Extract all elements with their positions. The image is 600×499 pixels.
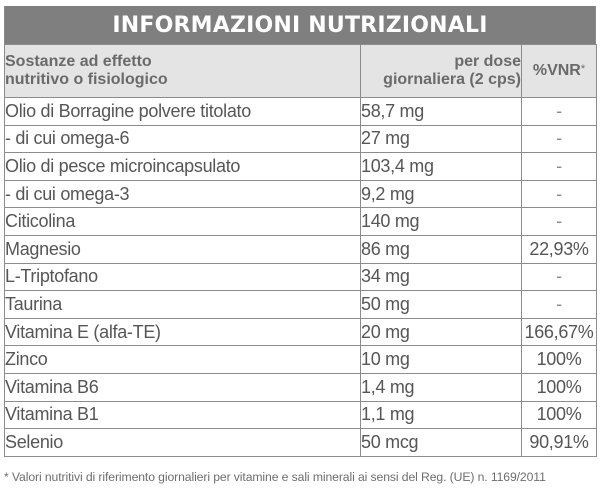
substance-name: - di cui omega-6: [4, 124, 361, 154]
table-row: Selenio 50 mcg 90,91%: [4, 428, 597, 457]
daily-dose: 34 mg: [360, 262, 522, 292]
vnr-percentage: -: [521, 262, 597, 292]
table-row: Olio di Borragine polvere titolato 58,7 m…: [4, 97, 597, 126]
table-row: Magnesio 86 mg 22,93%: [4, 234, 597, 264]
table-row: Vitamina B6 1,4 mg 100%: [4, 372, 597, 402]
column-header-dose-line1: per dose: [454, 53, 521, 70]
footnote: * Valori nutritivi di riferimento giorna…: [4, 470, 546, 484]
vnr-percentage: -: [521, 97, 597, 126]
daily-dose: 1,4 mg: [360, 372, 522, 402]
table-row: Vitamina B1 1,1 mg 100%: [4, 400, 597, 430]
daily-dose: 50 mcg: [360, 428, 522, 457]
column-header-vnr-mark: *: [580, 63, 586, 75]
column-header-substance-line2: nutritivo o fisiologico: [5, 71, 168, 88]
vnr-percentage: -: [521, 152, 597, 181]
daily-dose: 140 mg: [360, 207, 522, 236]
table-title: INFORMAZIONI NUTRIZIONALI: [4, 6, 596, 44]
substance-name: Olio di Borragine polvere titolato: [4, 97, 361, 126]
column-header-vnr-label: %VNR: [532, 62, 581, 79]
vnr-percentage: 22,93%: [521, 234, 597, 264]
substance-name: Citicolina: [4, 207, 361, 236]
table-body: Olio di Borragine polvere titolato 58,7 m…: [4, 97, 597, 457]
substance-name: Selenio: [4, 428, 361, 457]
substance-name: Vitamina B6: [4, 372, 361, 402]
table-row: - di cui omega-3 9,2 mg -: [4, 179, 597, 209]
substance-name: Olio di pesce microincapsulato: [4, 152, 361, 181]
daily-dose: 9,2 mg: [360, 179, 522, 209]
daily-dose: 50 mg: [360, 290, 522, 319]
table-row: Vitamina E (alfa-TE) 20 mg 166,67%: [4, 317, 597, 347]
nutrition-table: Sostanze ad effetto nutritivo o fisiolog…: [4, 44, 597, 457]
column-header-dose: per dose giornaliera (2 cps): [360, 44, 522, 98]
table-header: Sostanze ad effetto nutritivo o fisiolog…: [4, 44, 597, 98]
vnr-percentage: -: [521, 124, 597, 154]
table-row: Olio di pesce microincapsulato 103,4 mg -: [4, 152, 597, 181]
daily-dose: 10 mg: [360, 345, 522, 374]
vnr-percentage: 90,91%: [521, 428, 597, 457]
vnr-percentage: 100%: [521, 345, 597, 374]
substance-name: Vitamina E (alfa-TE): [4, 317, 361, 347]
substance-name: Taurina: [4, 290, 361, 319]
daily-dose: 103,4 mg: [360, 152, 522, 181]
table-row: - di cui omega-6 27 mg -: [4, 124, 597, 154]
daily-dose: 27 mg: [360, 124, 522, 154]
column-header-substance-line1: Sostanze ad effetto: [5, 53, 152, 70]
daily-dose: 20 mg: [360, 317, 522, 347]
column-header-vnr: %VNR*: [521, 44, 597, 98]
vnr-percentage: 100%: [521, 400, 597, 430]
table-row: Zinco 10 mg 100%: [4, 345, 597, 374]
substance-name: Vitamina B1: [4, 400, 361, 430]
table-row: L-Triptofano 34 mg -: [4, 262, 597, 292]
substance-name: Magnesio: [4, 234, 361, 264]
column-header-dose-line2: giornaliera (2 cps): [383, 71, 521, 88]
daily-dose: 86 mg: [360, 234, 522, 264]
substance-name: Zinco: [4, 345, 361, 374]
substance-name: L-Triptofano: [4, 262, 361, 292]
daily-dose: 58,7 mg: [360, 97, 522, 126]
vnr-percentage: -: [521, 179, 597, 209]
table-row: Taurina 50 mg -: [4, 290, 597, 319]
nutrition-panel: INFORMAZIONI NUTRIZIONALI Sostanze ad ef…: [4, 6, 597, 457]
daily-dose: 1,1 mg: [360, 400, 522, 430]
vnr-percentage: -: [521, 207, 597, 236]
vnr-percentage: 166,67%: [521, 317, 597, 347]
vnr-percentage: 100%: [521, 372, 597, 402]
table-row: Citicolina 140 mg -: [4, 207, 597, 236]
vnr-percentage: -: [521, 290, 597, 319]
column-header-substance: Sostanze ad effetto nutritivo o fisiolog…: [4, 44, 361, 98]
header-row: Sostanze ad effetto nutritivo o fisiolog…: [4, 44, 597, 98]
substance-name: - di cui omega-3: [4, 179, 361, 209]
